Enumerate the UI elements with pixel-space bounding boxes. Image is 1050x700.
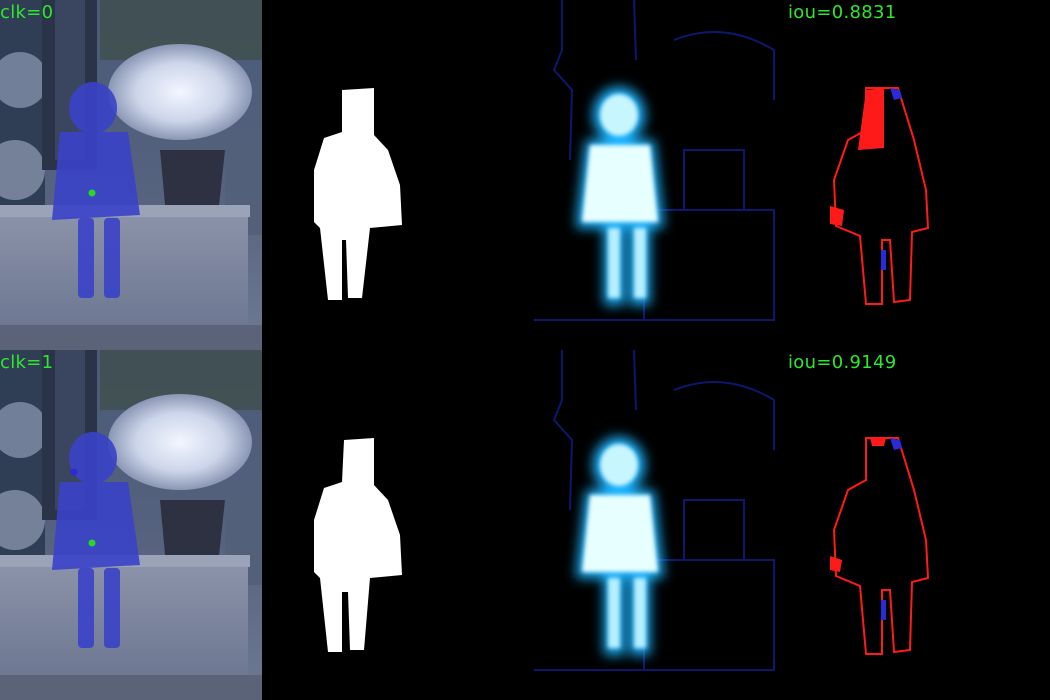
error-map-panel: iou=0.8831 <box>786 0 1048 350</box>
predicted-mask-panel <box>262 0 524 350</box>
photo-overlay-panel: clk=0 <box>0 0 262 350</box>
click-count-label: clk=1 <box>0 352 54 373</box>
probability-map-panel <box>524 350 786 700</box>
photo-overlay-image <box>0 0 262 350</box>
error-map-panel: iou=0.9149 <box>786 350 1048 700</box>
error-map-image <box>786 0 1048 350</box>
iou-score-label: iou=0.8831 <box>788 2 897 23</box>
probability-map-image <box>524 350 786 700</box>
click-point-marker <box>88 189 96 197</box>
photo-overlay-image <box>0 350 262 700</box>
predicted-mask-image <box>262 350 524 700</box>
negative-click-marker <box>70 468 78 476</box>
iou-score-label: iou=0.9149 <box>788 352 897 373</box>
probability-map-panel <box>524 0 786 350</box>
predicted-mask-image <box>262 0 524 350</box>
probability-map-image <box>524 0 786 350</box>
click-count-label: clk=0 <box>0 2 54 23</box>
photo-overlay-panel: clk=1 <box>0 350 262 700</box>
error-map-image <box>786 350 1048 700</box>
click-point-marker <box>88 539 96 547</box>
predicted-mask-panel <box>262 350 524 700</box>
